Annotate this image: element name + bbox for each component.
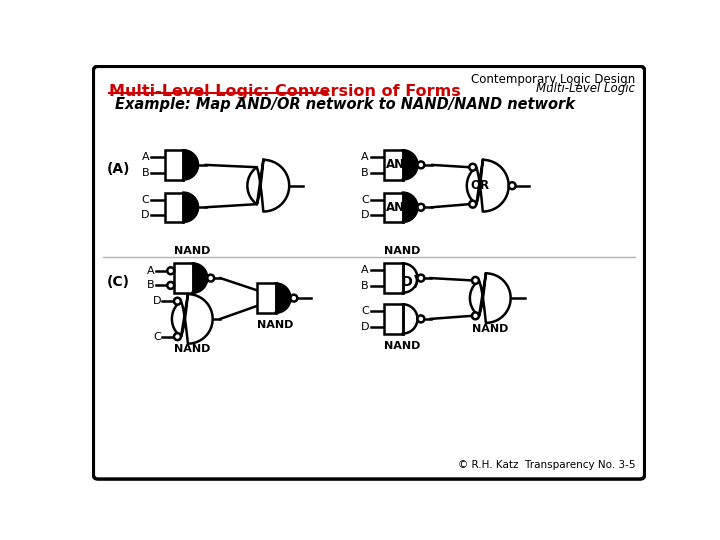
Bar [257,284,276,313]
Text: B: B [142,167,150,178]
Text: A: A [361,265,369,275]
Bar [384,304,402,334]
Text: NAND: NAND [174,246,210,256]
Polygon shape [470,273,510,323]
Circle shape [290,295,297,301]
Circle shape [418,275,424,281]
Text: © R.H. Katz  Transparency No. 3-5: © R.H. Katz Transparency No. 3-5 [458,460,636,470]
Circle shape [167,267,174,274]
Polygon shape [483,160,508,212]
Circle shape [174,298,181,305]
Text: Example: Map AND/OR network to NAND/NAND network: Example: Map AND/OR network to NAND/NAND… [115,97,575,112]
Polygon shape [402,150,418,179]
Text: C: C [153,332,161,342]
Text: NAND: NAND [384,341,420,351]
Circle shape [418,204,424,211]
Circle shape [167,282,174,289]
Circle shape [469,201,476,208]
Text: C: C [361,306,369,316]
Text: B: B [361,281,369,291]
Text: D: D [141,210,150,220]
Text: NAND: NAND [384,246,420,256]
Polygon shape [193,264,207,293]
Text: A: A [361,152,369,162]
Polygon shape [248,160,289,212]
Text: AND: AND [386,201,415,214]
Text: D: D [361,322,369,332]
Text: (A): (A) [107,162,131,176]
Text: NAND: NAND [257,320,293,330]
Text: NAND: NAND [472,323,508,334]
Text: A: A [147,266,154,276]
FancyBboxPatch shape [94,66,644,479]
Text: OR: OR [471,179,490,192]
Bar [384,193,402,222]
Circle shape [174,333,181,340]
Circle shape [418,161,424,168]
Bar [174,264,193,293]
Bar [384,150,402,179]
Text: NAND: NAND [174,345,210,354]
Bar [165,150,184,179]
Polygon shape [276,284,290,313]
Circle shape [207,275,214,281]
Text: D: D [361,210,369,220]
Circle shape [469,164,476,171]
Text: (B): (B) [396,162,419,176]
Text: B: B [147,280,154,291]
Circle shape [508,182,516,189]
Polygon shape [402,193,418,222]
Bar [384,264,402,293]
Text: C: C [142,194,150,205]
Bar [165,193,184,222]
Polygon shape [184,193,198,222]
Circle shape [418,315,424,322]
Text: Multi-Level Logic: Conversion of Forms: Multi-Level Logic: Conversion of Forms [109,84,461,99]
Text: C: C [361,194,369,205]
Polygon shape [467,160,508,212]
Text: (C): (C) [107,275,130,289]
Text: Contemporary Logic Design: Contemporary Logic Design [471,72,636,85]
Text: A: A [142,152,150,162]
Polygon shape [172,294,212,343]
Circle shape [472,277,479,284]
Polygon shape [184,150,198,179]
Text: (D): (D) [396,275,420,289]
Text: B: B [361,167,369,178]
Text: D: D [153,296,161,306]
Text: Multi-Level Logic: Multi-Level Logic [536,82,636,94]
Text: AND: AND [386,158,415,171]
Circle shape [472,312,479,319]
